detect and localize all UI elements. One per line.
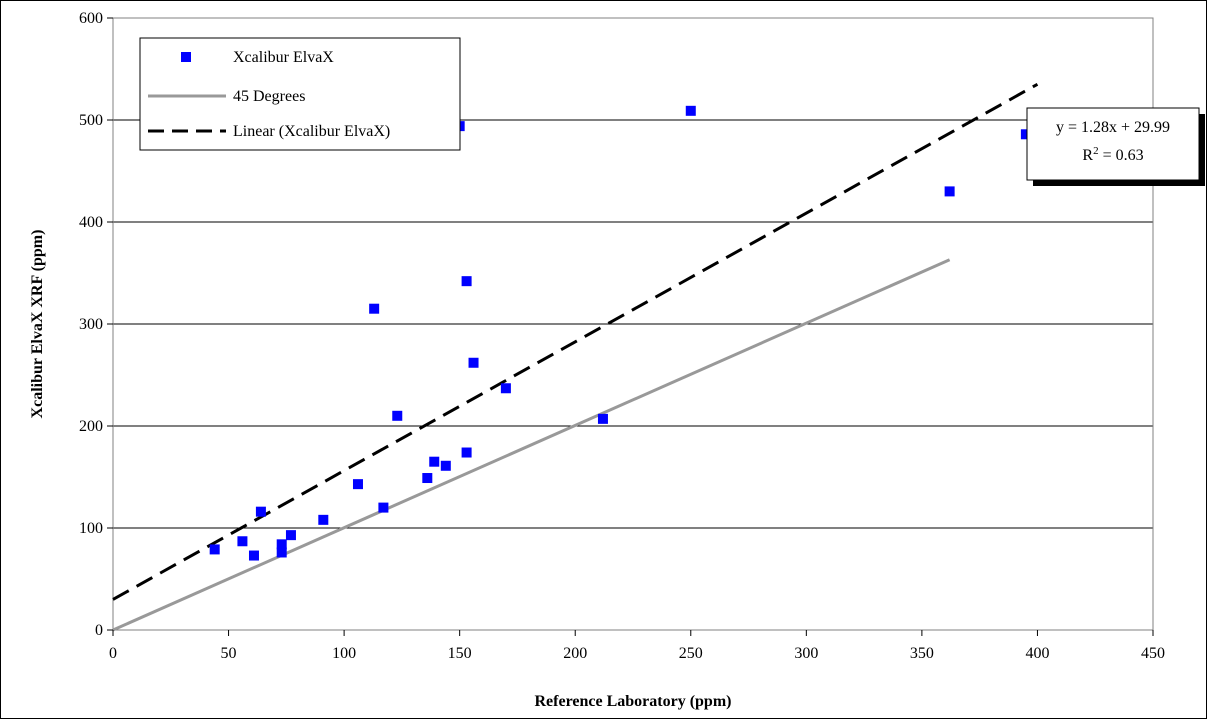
data-points (209, 105, 1031, 561)
x-tick-label: 200 (563, 645, 587, 662)
data-point (276, 547, 287, 558)
data-point (440, 460, 451, 471)
data-point (352, 479, 363, 490)
data-point (1020, 129, 1031, 140)
gridlines (113, 119, 1153, 529)
trendline-equation-box: y = 1.28x + 29.99 R2 = 0.63 (1026, 107, 1205, 186)
x-tick-label: 100 (332, 645, 356, 662)
y-tick-label: 500 (79, 112, 103, 129)
x-tick-label: 300 (794, 645, 818, 662)
r-squared-superscript: 2 (1093, 145, 1099, 157)
legend-label-45-degrees: 45 Degrees (233, 88, 305, 105)
x-tick-label: 350 (910, 645, 934, 662)
data-point (209, 544, 220, 555)
y-tick-label: 300 (79, 316, 103, 333)
data-point (276, 539, 287, 550)
r-squared-symbol: R (1082, 147, 1093, 164)
legend-marker-xcalibur (181, 52, 191, 62)
legend-label-xcalibur: Xcalibur ElvaX (233, 49, 334, 66)
data-point (461, 276, 472, 287)
data-point (461, 447, 472, 458)
x-tick-label: 0 (109, 645, 117, 662)
data-point (500, 383, 511, 394)
r-squared: R2 = 0.63 (1082, 145, 1143, 164)
y-tick-label: 100 (79, 520, 103, 537)
y-tick-label: 400 (79, 214, 103, 231)
data-point (422, 473, 433, 484)
equation-box (1026, 107, 1200, 181)
x-tick-label: 450 (1141, 645, 1165, 662)
trendline-equation: y = 1.28x + 29.99 (1056, 119, 1170, 136)
y-axis-title: Xcalibur ElvaX XRF (ppm) (29, 230, 46, 419)
trendline (112, 82, 1039, 601)
x-tick-label: 150 (448, 645, 472, 662)
x-tick-label: 50 (221, 645, 237, 662)
x-tick-label: 250 (679, 645, 703, 662)
data-point (378, 502, 389, 513)
legend-label-linear: Linear (Xcalibur ElvaX) (233, 123, 390, 140)
legend-box (139, 37, 461, 151)
y-tick-label: 200 (79, 418, 103, 435)
reference-line-45-degrees (112, 258, 951, 632)
data-point (369, 303, 380, 314)
data-point (285, 530, 296, 541)
legend: Xcalibur ElvaX 45 Degrees Linear (Xcalib… (139, 37, 461, 151)
y-tick-label: 600 (79, 10, 103, 27)
data-point (597, 413, 608, 424)
x-axis: 0 50 100 150 200 250 300 350 400 450 (109, 630, 1165, 662)
x-tick-label: 400 (1025, 645, 1049, 662)
series-lines (112, 82, 1039, 632)
data-point (468, 357, 479, 368)
y-tick-label: 0 (95, 622, 103, 639)
data-point (255, 506, 266, 517)
data-point (248, 550, 259, 561)
x-axis-title: Reference Laboratory (ppm) (535, 693, 732, 710)
data-point (429, 456, 440, 467)
data-point (392, 410, 403, 421)
data-point (237, 536, 248, 547)
r-squared-value: = 0.63 (1099, 147, 1144, 164)
data-point (944, 186, 955, 197)
data-point (318, 514, 329, 525)
y-axis: 0 100 200 300 400 500 600 (79, 10, 113, 639)
data-point (685, 105, 696, 116)
